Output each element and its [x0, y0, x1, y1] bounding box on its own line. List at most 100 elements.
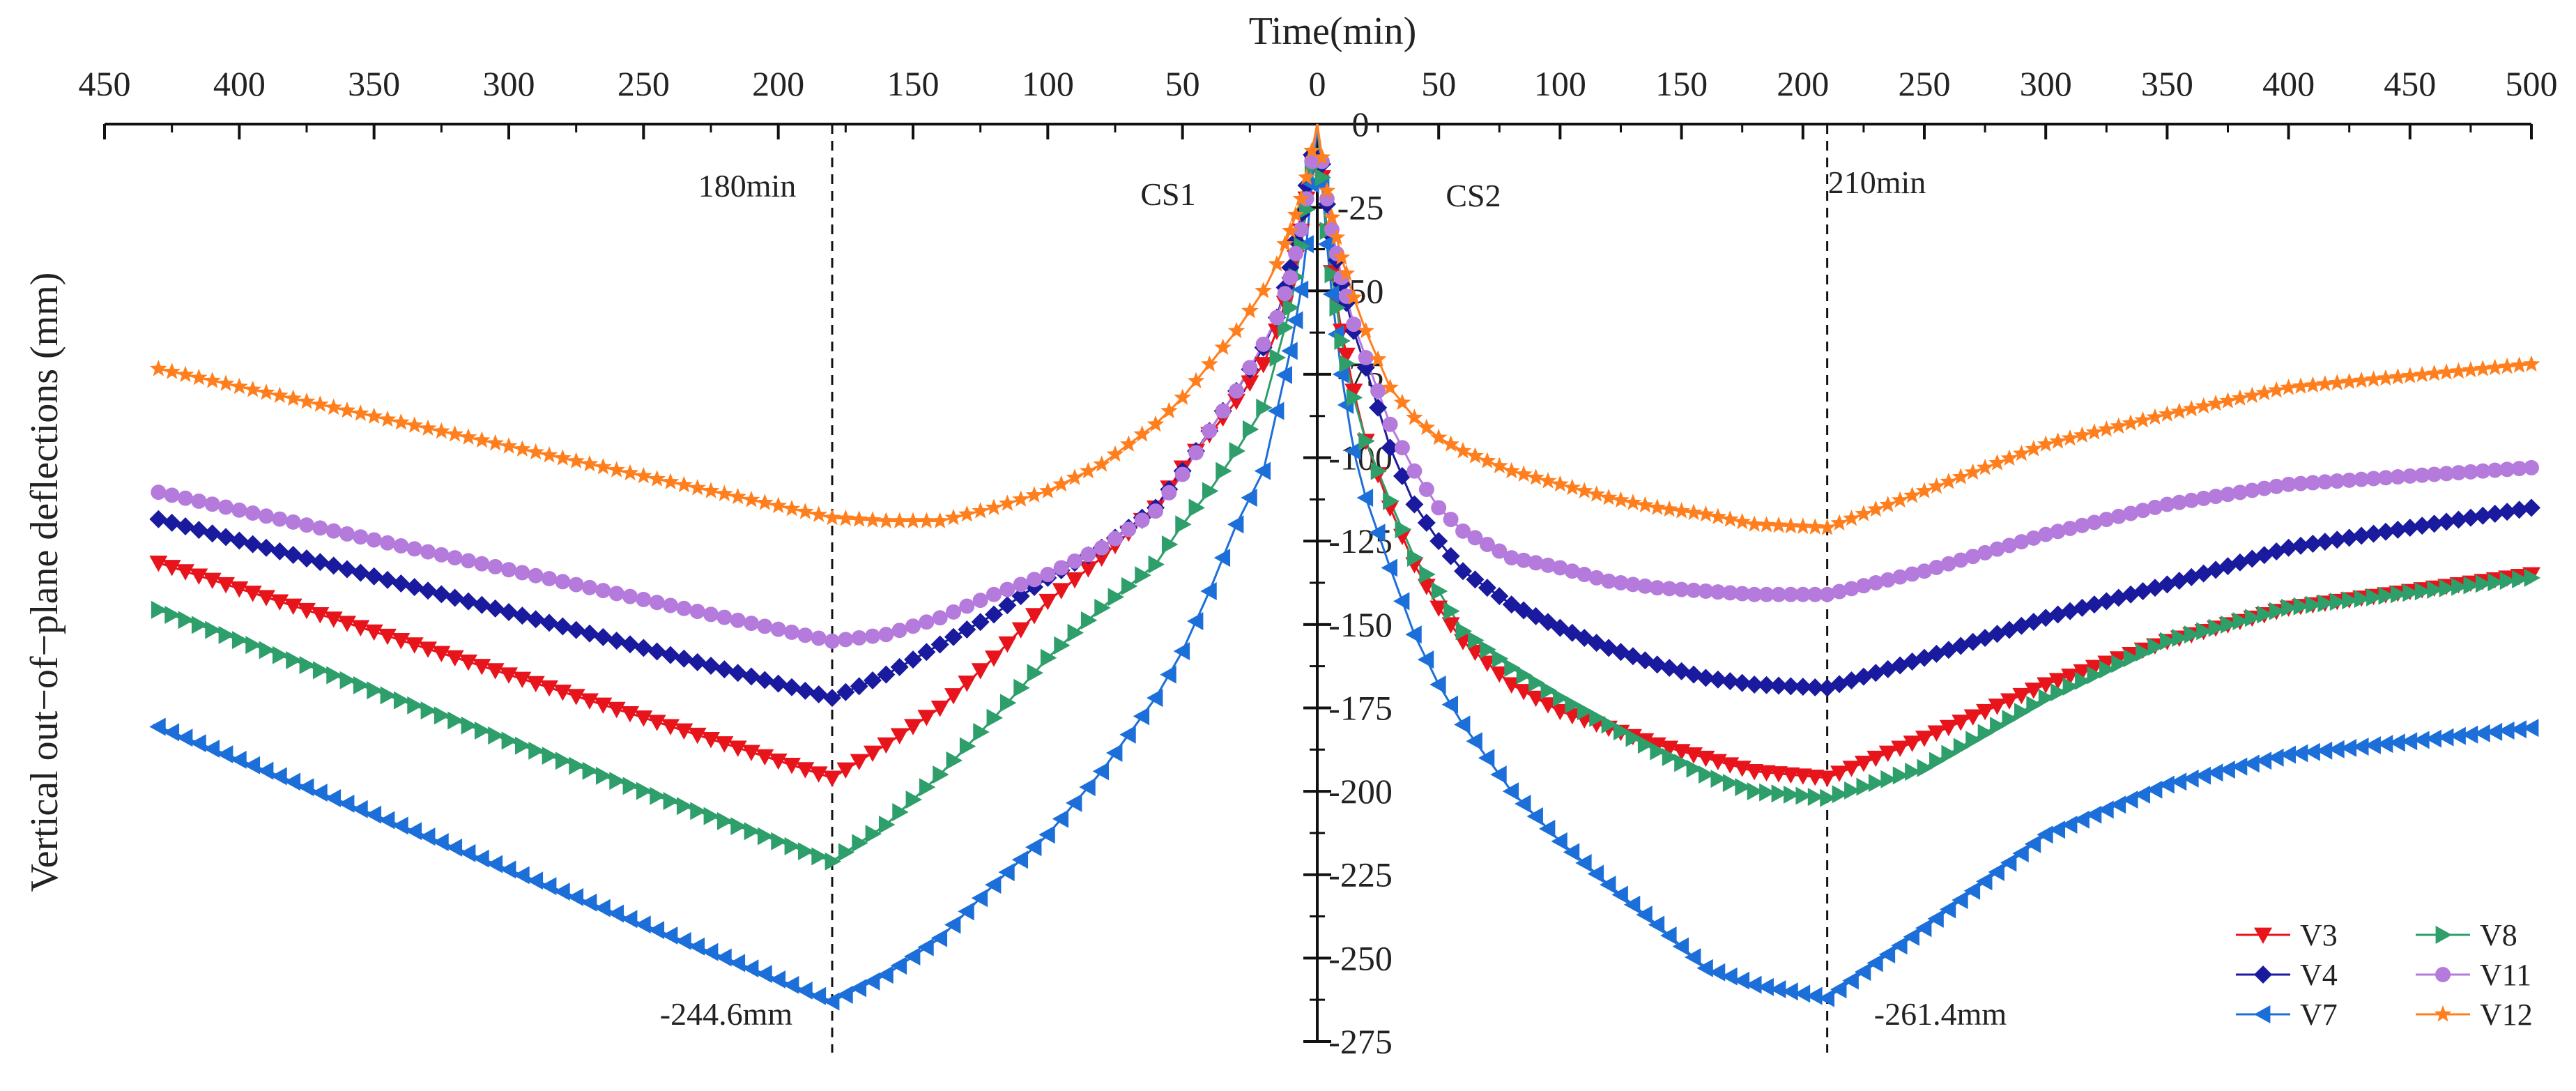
- data-point-v7-cs2: [1587, 864, 1604, 883]
- data-point-v7-cs2: [1818, 989, 1835, 1007]
- data-point-v12-cs2: [2207, 395, 2225, 411]
- data-point-v8-cs1: [1269, 348, 1286, 367]
- data-point-v3-cs1: [351, 620, 370, 636]
- data-point-v3-cs2: [1927, 725, 1946, 742]
- data-point-v11-cs2: [1795, 586, 1811, 602]
- data-point-v8-cs1: [595, 766, 613, 785]
- data-point-v11-cs1: [1202, 423, 1218, 439]
- data-point-v8-cs2: [1868, 774, 1885, 793]
- data-point-v3-cs1: [1241, 375, 1259, 392]
- data-point-v3-cs1: [850, 754, 868, 771]
- data-point-v12-cs1: [271, 386, 289, 403]
- data-point-v11-cs1: [1027, 572, 1042, 588]
- data-point-v3-cs1: [971, 663, 990, 680]
- data-point-v8-cs1: [1013, 678, 1030, 697]
- data-point-v3-cs1: [149, 555, 168, 572]
- data-point-v12-cs1: [1120, 435, 1137, 452]
- data-point-v8-cs1: [245, 636, 262, 655]
- data-point-v8-cs2: [1650, 742, 1666, 761]
- data-point-v8-cs2: [1929, 752, 1946, 770]
- data-point-v3-cs1: [742, 745, 760, 761]
- data-point-v7-cs2: [1878, 945, 1896, 963]
- data-point-v12-cs2: [2219, 392, 2237, 409]
- data-point-v4-cs2: [1478, 579, 1496, 597]
- data-point-v12-cs2: [1563, 478, 1581, 496]
- data-point-v11-cs2: [1734, 586, 1750, 602]
- data-point-v7-cs2: [2437, 728, 2454, 747]
- data-point-v7-cs2: [1526, 807, 1543, 825]
- data-point-v4-cs2: [2303, 535, 2322, 554]
- data-point-v7-cs2: [1381, 558, 1397, 577]
- data-point-v12-cs1: [378, 410, 397, 427]
- data-point-v7-cs2: [2109, 795, 2126, 814]
- data-point-v11-cs1: [272, 511, 288, 527]
- data-point-v8-cs2: [2524, 568, 2540, 587]
- data-point-v12-cs1: [742, 491, 760, 508]
- data-point-v7-cs2: [1721, 967, 1738, 986]
- data-point-v12-cs2: [1758, 516, 1775, 533]
- data-point-v8-cs1: [905, 791, 922, 809]
- data-point-v12-cs1: [729, 487, 746, 505]
- data-point-v7-cs2: [2303, 742, 2320, 761]
- data-point-v7-cs2: [1781, 982, 1798, 1001]
- data-point-v12-cs2: [1527, 468, 1544, 485]
- data-point-v7-cs1: [1011, 850, 1029, 869]
- data-point-v11-cs1: [608, 586, 624, 602]
- data-point-v3-cs1: [998, 636, 1017, 653]
- x-tick-label: 450: [2384, 64, 2436, 103]
- data-point-v4-cs2: [1696, 669, 1715, 687]
- data-point-v12-cs2: [2425, 365, 2443, 381]
- data-point-v4-cs2: [2376, 522, 2395, 541]
- data-point-v8-cs2: [2281, 598, 2298, 617]
- data-point-v8-cs2: [1844, 781, 1861, 800]
- data-point-v11-cs2: [1770, 586, 1786, 602]
- data-point-v12-cs2: [2462, 360, 2480, 378]
- data-point-v8-cs2: [1577, 702, 1594, 721]
- data-point-v11-cs1: [1013, 577, 1029, 593]
- data-point-v7-cs2: [2328, 740, 2345, 758]
- data-point-v7-cs2: [1611, 885, 1628, 904]
- data-point-v7-cs2: [2510, 720, 2527, 739]
- data-point-v11-cs1: [649, 595, 665, 611]
- data-point-v12-cs1: [972, 502, 989, 519]
- data-point-v12-cs1: [419, 419, 437, 436]
- data-point-v11-cs1: [959, 598, 975, 614]
- data-point-v11-cs2: [1953, 552, 1969, 568]
- data-point-v4-cs2: [1745, 675, 1764, 694]
- data-point-v8-cs1: [1242, 420, 1259, 438]
- data-point-v11-cs1: [1053, 560, 1069, 576]
- x-tick-label: 400: [2262, 64, 2315, 103]
- data-point-v7-cs2: [1515, 795, 1531, 814]
- data-point-v7-cs1: [217, 745, 233, 763]
- data-point-v7-cs2: [2037, 825, 2053, 844]
- legend-label-v8: V8: [2480, 918, 2517, 952]
- data-point-v11-cs1: [434, 547, 450, 563]
- data-point-v3-cs2: [2085, 659, 2103, 677]
- data-point-v3-cs1: [378, 628, 397, 646]
- data-point-v8-cs2: [1977, 724, 1995, 742]
- data-point-v4-cs2: [2292, 536, 2310, 555]
- data-point-v4-cs1: [230, 531, 249, 550]
- data-point-v8-cs1: [973, 723, 990, 742]
- data-point-v12-cs2: [1313, 148, 1331, 165]
- x-tick-label: 250: [618, 64, 670, 103]
- data-point-v7-cs2: [2158, 775, 2175, 794]
- data-point-v11-cs1: [164, 487, 180, 503]
- data-point-v12-cs2: [1539, 472, 1557, 489]
- data-point-v11-cs2: [1649, 580, 1665, 596]
- data-point-v3-cs1: [958, 676, 976, 692]
- data-point-v11-cs1: [406, 541, 422, 557]
- data-point-v7-cs1: [230, 750, 247, 769]
- data-point-v3-cs2: [2012, 687, 2031, 705]
- data-point-v4-cs2: [1454, 562, 1473, 581]
- data-point-v12-cs2: [1429, 428, 1448, 445]
- data-point-v11-cs2: [1503, 550, 1519, 566]
- data-point-v8-cs1: [757, 827, 774, 846]
- data-point-v12-cs2: [1323, 208, 1341, 225]
- data-point-v7-cs1: [284, 772, 301, 791]
- data-point-v8-cs2: [1905, 762, 1922, 781]
- data-point-v8-cs2: [1759, 783, 1776, 802]
- data-point-v11-cs2: [1965, 549, 1981, 565]
- data-point-v11-cs1: [865, 628, 880, 644]
- x-tick-label: 150: [1655, 64, 1708, 103]
